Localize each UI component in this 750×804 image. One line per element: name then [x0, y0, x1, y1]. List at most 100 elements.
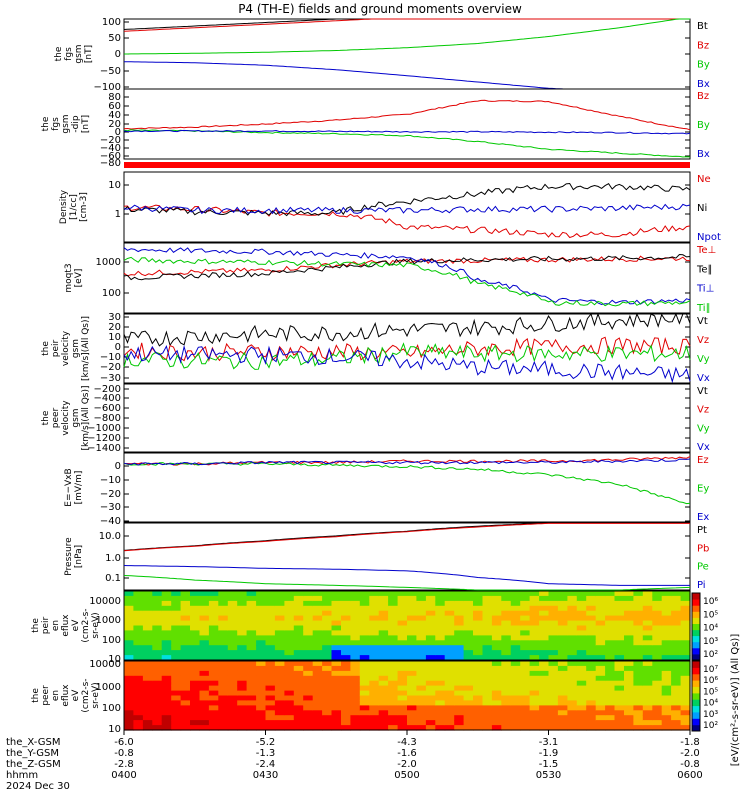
spectrogram-cell: [218, 655, 229, 661]
spectrogram-cell: [199, 635, 210, 641]
spectrogram-cell: [510, 615, 521, 622]
spectrogram-cell: [444, 650, 455, 656]
spectrogram-cell: [341, 645, 351, 651]
spectrogram-cell: [190, 645, 200, 651]
spectrogram-cell: [444, 640, 455, 646]
spectrogram-cell: [595, 720, 606, 726]
spectrogram-cell: [652, 610, 663, 617]
spectrogram-cell: [454, 645, 465, 651]
spectrogram-cell: [133, 620, 144, 627]
spectrogram-cell: [473, 720, 483, 726]
spectrogram-cell: [642, 620, 653, 627]
y-tick-label: 0: [115, 127, 121, 138]
spectrogram-cell: [520, 595, 531, 602]
spectrogram-cell: [274, 700, 285, 706]
spectrogram-cell: [350, 600, 361, 607]
spectrogram-cell: [435, 675, 446, 682]
spectrogram-cell: [322, 680, 333, 687]
spectrogram-cell: [671, 700, 682, 706]
spectrogram-cell: [482, 610, 493, 617]
spectrogram-cell: [520, 610, 531, 617]
spectrogram-cell: [491, 690, 502, 697]
spectrogram-cell: [642, 695, 653, 701]
spectrogram-cell: [341, 695, 351, 701]
spectrogram-cell: [407, 625, 417, 631]
spectrogram-cell: [218, 650, 229, 656]
spectrogram-cell: [520, 625, 531, 631]
spectrogram-cell: [227, 685, 238, 692]
spectrogram-cell: [397, 661, 408, 667]
spectrogram-cell: [152, 630, 163, 636]
spectrogram-cell: [246, 700, 257, 706]
spectrogram-cell: [218, 680, 229, 687]
spectrogram-cell: [341, 615, 351, 622]
spectrogram-cell: [416, 670, 427, 677]
spectrogram-cell: [463, 725, 474, 731]
spectrogram-cell: [652, 675, 663, 682]
spectrogram-cell: [152, 610, 163, 617]
spectrogram-cell: [416, 655, 427, 661]
spectrogram-cell: [652, 665, 663, 672]
spectrogram-cell: [190, 661, 200, 667]
spectrogram-cell: [208, 600, 219, 607]
spectrogram-cell: [548, 650, 559, 656]
spectrogram-cell: [293, 640, 304, 646]
y-tick-label: −30: [100, 373, 121, 384]
spectrogram-cell: [331, 615, 342, 622]
spectrogram-cell: [284, 620, 295, 627]
spectrogram-cell: [284, 675, 295, 682]
spectrogram-cell: [322, 675, 333, 682]
spectrogram-cell: [303, 725, 314, 731]
spectrogram-cell: [142, 725, 153, 731]
spectrogram-cell: [501, 630, 512, 636]
spectrogram-cell: [218, 710, 229, 716]
spectrogram-cell: [567, 605, 578, 612]
spectrogram-cell: [378, 600, 389, 607]
panel-peir-spectrogram: the peir en eflux eV (cm2-s-sr-eV)10000100010…: [31, 590, 691, 665]
spectrogram-cell: [557, 591, 568, 597]
colorbar-step: [692, 718, 700, 726]
spectrogram-cell: [359, 630, 370, 636]
spectrogram-cell: [614, 605, 625, 612]
panel-ylabel-line: eflux: [61, 684, 71, 707]
y-tick-label: 0: [115, 49, 121, 60]
spectrogram-cell: [407, 591, 417, 597]
spectrogram-cell: [142, 705, 153, 711]
spectrogram-cell: [463, 690, 474, 697]
spectrogram-cell: [388, 635, 399, 641]
spectrogram-cell: [171, 635, 182, 641]
spectrogram-cell: [576, 705, 587, 711]
spectrogram-cell: [359, 705, 370, 711]
y-tick-label: 40: [108, 110, 121, 121]
spectrogram-cell: [614, 680, 625, 687]
spectrogram-cell: [416, 640, 427, 646]
spectrogram-cell: [491, 715, 502, 721]
spectrogram-cell: [605, 640, 616, 646]
spectrogram-cell: [680, 650, 691, 656]
spectrogram-cell: [482, 700, 493, 706]
spectrogram-cell: [227, 610, 238, 617]
spectrogram-cell: [633, 710, 644, 716]
spectrogram-cell: [567, 620, 578, 627]
spectrogram-cell: [567, 610, 578, 617]
spectrogram-cell: [586, 665, 597, 672]
spectrogram-cell: [425, 610, 436, 617]
spectrogram-cell: [171, 705, 182, 711]
spectrogram-cell: [171, 605, 182, 612]
spectrogram-cell: [548, 595, 559, 602]
y-tick-label: −50: [100, 66, 121, 77]
spectrogram-cell: [161, 605, 172, 612]
spectrogram-cell: [539, 650, 550, 656]
spectrogram-cell: [586, 695, 597, 701]
spectrogram-cell: [359, 645, 370, 651]
spectrogram-cell: [341, 620, 351, 627]
spectrogram-cell: [425, 625, 436, 631]
y-tick-label: 20: [108, 322, 121, 333]
panel-ylabel-line: sr-eV): [91, 682, 101, 708]
spectrogram-cell: [218, 720, 229, 726]
y-tick-label: 10: [108, 724, 121, 735]
spectrogram-cell: [180, 700, 191, 706]
spectrogram-cell: [322, 605, 333, 612]
spectrogram-cell: [614, 685, 625, 692]
spectrogram-cell: [303, 675, 314, 682]
